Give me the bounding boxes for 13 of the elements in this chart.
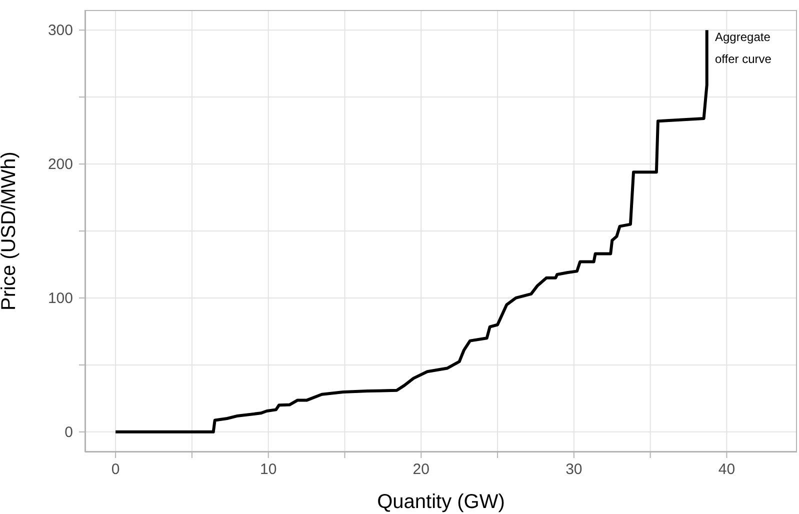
x-tick-label: 20: [412, 461, 430, 478]
line-series: [114, 28, 708, 434]
y-tick-label: 100: [48, 290, 73, 307]
x-tick-label: 10: [260, 461, 277, 478]
y-tick-label: 0: [64, 424, 73, 441]
y-tick-label: 200: [48, 156, 73, 174]
annotation: Aggregate offer curve: [715, 29, 772, 68]
x-tick-label: 40: [718, 461, 736, 478]
x-axis-title: Quantity (GW): [377, 491, 505, 513]
x-tick-label: 30: [566, 461, 582, 478]
x-tick-label: 0: [111, 461, 120, 478]
y-axis-title: Price (USD/MWh): [0, 152, 20, 310]
y-tick-label: 300: [48, 22, 73, 40]
